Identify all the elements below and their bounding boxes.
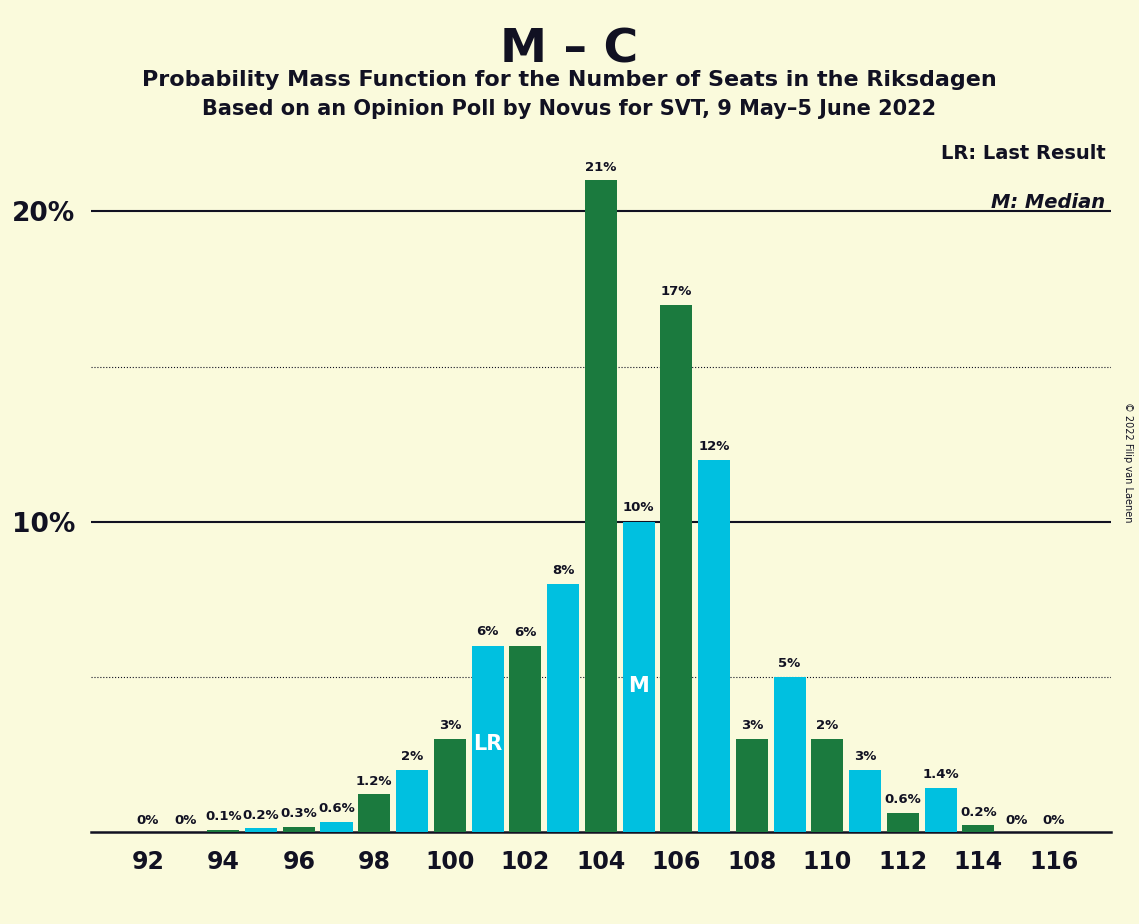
- Text: M: Median: M: Median: [991, 193, 1106, 213]
- Text: © 2022 Filip van Laenen: © 2022 Filip van Laenen: [1123, 402, 1132, 522]
- Text: 0.6%: 0.6%: [885, 793, 921, 806]
- Text: 8%: 8%: [552, 564, 574, 577]
- Bar: [773, 676, 805, 832]
- Text: 0.3%: 0.3%: [280, 808, 317, 821]
- Bar: [623, 521, 655, 832]
- Bar: [925, 788, 957, 832]
- Text: Based on an Opinion Poll by Novus for SVT, 9 May–5 June 2022: Based on an Opinion Poll by Novus for SV…: [203, 99, 936, 119]
- Text: 0.2%: 0.2%: [960, 806, 997, 819]
- Bar: [472, 646, 503, 832]
- Text: 6%: 6%: [476, 625, 499, 638]
- Text: 2%: 2%: [401, 749, 424, 763]
- Text: Probability Mass Function for the Number of Seats in the Riksdagen: Probability Mass Function for the Number…: [142, 70, 997, 91]
- Text: 12%: 12%: [698, 440, 730, 453]
- Text: 0%: 0%: [1005, 814, 1027, 827]
- Text: 0%: 0%: [174, 814, 197, 827]
- Text: 17%: 17%: [661, 285, 693, 298]
- Text: 10%: 10%: [623, 501, 654, 514]
- Bar: [509, 646, 541, 832]
- Text: 0.1%: 0.1%: [205, 810, 241, 823]
- Text: 2%: 2%: [817, 719, 838, 732]
- Text: 0.6%: 0.6%: [318, 802, 355, 816]
- Bar: [887, 813, 919, 832]
- Text: 3%: 3%: [439, 719, 461, 732]
- Text: M – C: M – C: [500, 28, 639, 73]
- Bar: [661, 305, 693, 832]
- Text: 1.4%: 1.4%: [923, 769, 959, 782]
- Text: 6%: 6%: [514, 626, 536, 638]
- Bar: [849, 770, 882, 832]
- Text: M: M: [629, 675, 649, 696]
- Text: 0%: 0%: [1042, 814, 1065, 827]
- Bar: [547, 584, 579, 832]
- Bar: [359, 795, 391, 832]
- Bar: [584, 180, 617, 832]
- Bar: [320, 822, 353, 832]
- Bar: [698, 459, 730, 832]
- Bar: [282, 827, 314, 832]
- Text: 3%: 3%: [854, 749, 876, 763]
- Bar: [434, 738, 466, 832]
- Bar: [736, 738, 768, 832]
- Text: 21%: 21%: [585, 161, 616, 174]
- Text: LR: Last Result: LR: Last Result: [941, 144, 1106, 164]
- Bar: [207, 830, 239, 832]
- Text: 5%: 5%: [778, 657, 801, 670]
- Bar: [396, 770, 428, 832]
- Bar: [811, 738, 843, 832]
- Text: 0%: 0%: [137, 814, 159, 827]
- Text: 1.2%: 1.2%: [357, 774, 393, 787]
- Text: LR: LR: [473, 735, 502, 754]
- Text: 3%: 3%: [740, 719, 763, 732]
- Bar: [962, 825, 994, 832]
- Bar: [245, 829, 277, 832]
- Text: 0.2%: 0.2%: [243, 808, 279, 821]
